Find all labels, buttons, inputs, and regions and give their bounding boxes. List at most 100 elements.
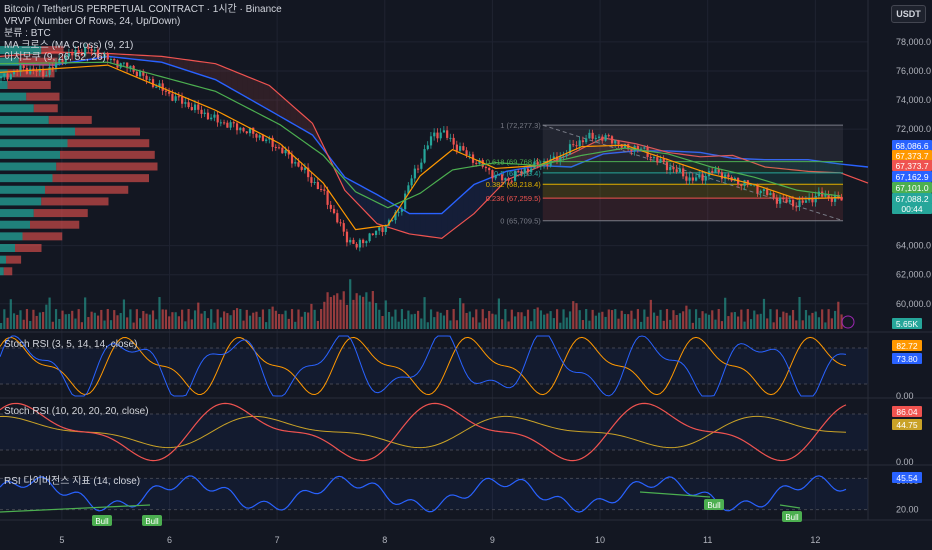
ichimoku-cloud: [274, 90, 281, 117]
volume-profile-up-bar: [0, 255, 6, 264]
candle-body: [759, 190, 762, 194]
volume-bar: [614, 309, 617, 329]
candle-body: [614, 140, 617, 144]
candle-body: [817, 191, 821, 197]
candle-body: [640, 148, 643, 150]
price-tick-label: 64,000.0: [896, 241, 931, 251]
volume-bar: [410, 314, 413, 329]
candle-body: [643, 147, 646, 149]
candle-body: [239, 127, 242, 131]
volume-bar: [543, 314, 546, 329]
volume-bar: [833, 310, 837, 329]
stoch-rsi-2-label[interactable]: Stoch RSI (10, 20, 20, 20, close): [4, 406, 149, 417]
volume-bar: [659, 309, 662, 329]
volume-bar: [80, 322, 84, 329]
volume-bar: [436, 311, 439, 329]
rsi-divergence-label[interactable]: RSI 다이버전스 지표 (14, close): [4, 476, 141, 487]
legend-category[interactable]: 분류 : BTC: [4, 28, 51, 39]
volume-bar: [546, 313, 549, 329]
volume-bar: [837, 301, 840, 329]
candle-body: [71, 53, 74, 56]
ichimoku-cloud: [226, 68, 232, 89]
volume-bar: [261, 309, 265, 329]
candle-body: [336, 213, 339, 223]
volume-bar: [491, 313, 494, 329]
ichimoku-cloud: [183, 59, 189, 71]
candle-body: [245, 131, 248, 134]
volume-bar: [762, 298, 766, 329]
volume-bar: [575, 303, 578, 329]
volume-bar: [106, 309, 109, 329]
volume-bar: [181, 309, 184, 329]
volume-bar: [252, 312, 255, 329]
candle-body: [840, 196, 843, 201]
volume-bar: [817, 317, 821, 329]
stoch-rsi-1-label[interactable]: Stoch RSI (3, 5, 14, 14, close): [4, 339, 138, 350]
volume-bar: [824, 322, 827, 329]
currency-button[interactable]: USDT: [891, 5, 926, 23]
volume-badge-label: 5.65K: [896, 319, 919, 329]
volume-bar: [200, 313, 203, 329]
ichimoku-cloud: [167, 57, 173, 66]
candle-body: [374, 230, 378, 235]
volume-profile-down-bar: [15, 243, 42, 252]
fib-level-label: 0.382 (68,218.4): [486, 180, 542, 189]
volume-bar: [177, 316, 180, 329]
candle-body: [310, 177, 313, 183]
candle-body: [64, 56, 67, 64]
candle-body: [630, 149, 633, 152]
candle-body: [694, 177, 698, 181]
volume-bar: [362, 296, 365, 329]
legend-vrvp[interactable]: VRVP (Number Of Rows, 24, Up/Down): [4, 16, 181, 27]
volume-bar: [284, 310, 287, 329]
chart-title: Bitcoin / TetherUS PERPETUAL CONTRACT · …: [4, 4, 282, 15]
price-badge-label: 00:44: [901, 204, 923, 214]
volume-bar: [213, 322, 216, 329]
price-badge-label: 67,373.7: [895, 161, 928, 171]
ichimoku-cloud: [835, 163, 841, 173]
volume-bar: [507, 321, 510, 329]
legend-ma-cross[interactable]: MA 크로스 (MA Cross) (9, 21): [4, 40, 134, 51]
ichimoku-cloud: [829, 162, 836, 173]
volume-bar: [274, 310, 277, 329]
volume-bar: [316, 320, 319, 329]
volume-profile-up-bar: [0, 69, 8, 78]
volume-bar: [248, 315, 252, 329]
fib-zone: [542, 184, 843, 199]
volume-bar: [378, 309, 381, 329]
candle-body: [701, 174, 704, 181]
candle-body: [669, 167, 672, 171]
volume-profile-up-bar: [0, 197, 42, 206]
volume-bar: [297, 309, 300, 329]
candle-body: [581, 140, 585, 143]
volume-bar: [9, 299, 12, 329]
candle-body: [494, 175, 497, 179]
volume-bar: [358, 295, 362, 329]
candle-body: [397, 211, 400, 213]
candle-body: [67, 53, 71, 57]
pane-badge: [892, 340, 922, 351]
volume-bar: [649, 299, 652, 329]
candle-body: [113, 58, 116, 61]
volume-bar: [219, 317, 223, 329]
ichimoku-cloud: [786, 159, 792, 170]
volume-bar: [48, 297, 51, 329]
volume-bar: [126, 317, 129, 329]
volume-bar: [694, 309, 698, 329]
candle-body: [235, 123, 239, 131]
candle-body: [226, 122, 229, 128]
candle-body: [106, 53, 109, 60]
volume-bar: [656, 315, 659, 329]
volume-bar: [724, 297, 727, 329]
volume-bar: [617, 318, 620, 329]
volume-bar: [407, 310, 410, 329]
candle-body: [727, 174, 730, 178]
volume-bar: [640, 321, 643, 329]
volume-bar: [323, 301, 326, 329]
volume-bar: [12, 313, 16, 329]
legend-ichimoku[interactable]: 이치모쿠 (9, 26, 52, 26): [4, 52, 106, 63]
bull-signal-badge: [142, 515, 162, 526]
volume-bar: [19, 310, 22, 329]
volume-bar: [568, 311, 572, 329]
ichimoku-cloud: [377, 194, 383, 226]
